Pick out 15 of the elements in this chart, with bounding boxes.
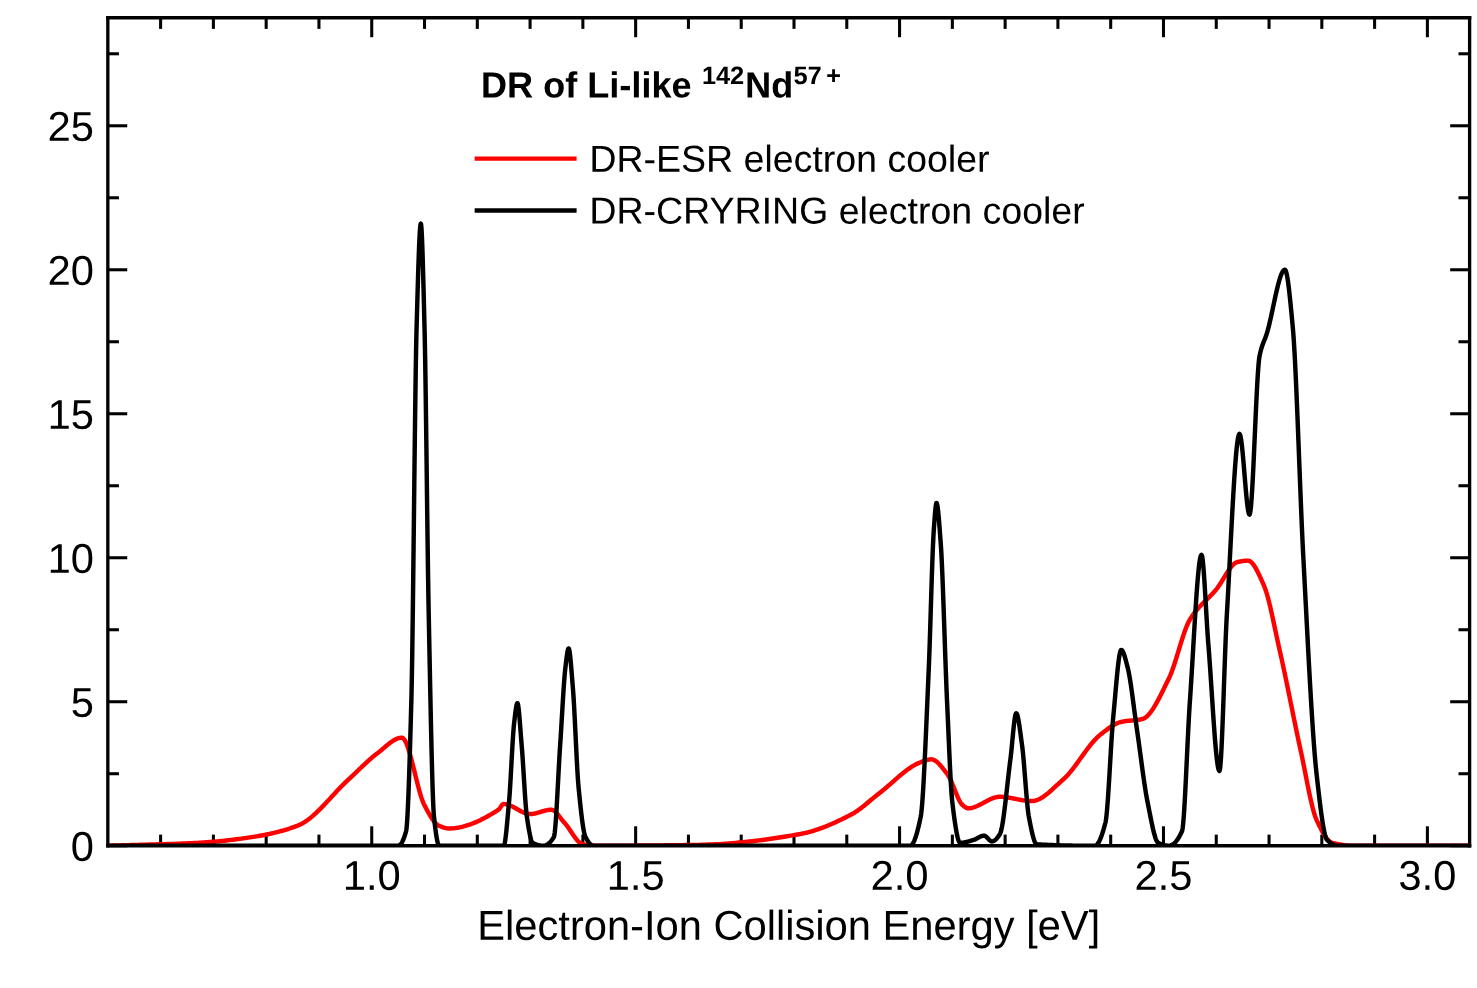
y-tick-label: 5 [72, 688, 93, 718]
x-tick-label: 1.5 [609, 861, 663, 891]
y-tick-label: 20 [49, 255, 93, 286]
y-tick-label: 25 [49, 111, 93, 142]
legend-label: DR-CRYRING electron cooler [592, 196, 1085, 224]
y-tick-label: 10 [50, 543, 93, 574]
x-axis-title: Electron-Ion Collision Energy [eV] [480, 909, 1098, 949]
y-tick-label: 15 [50, 400, 93, 430]
y-tick-label: 0 [72, 831, 93, 862]
x-tick-label: 2.5 [1136, 860, 1191, 891]
legend-label: DR-ESR electron cooler [592, 144, 989, 173]
x-tick-label: 1.0 [345, 860, 400, 891]
x-tick-label: 2.0 [872, 860, 927, 891]
x-tick-label: 3.0 [1400, 860, 1455, 891]
text: DR of Li-like $^{142}$Nd$^{57+}$ [483, 66, 840, 98]
